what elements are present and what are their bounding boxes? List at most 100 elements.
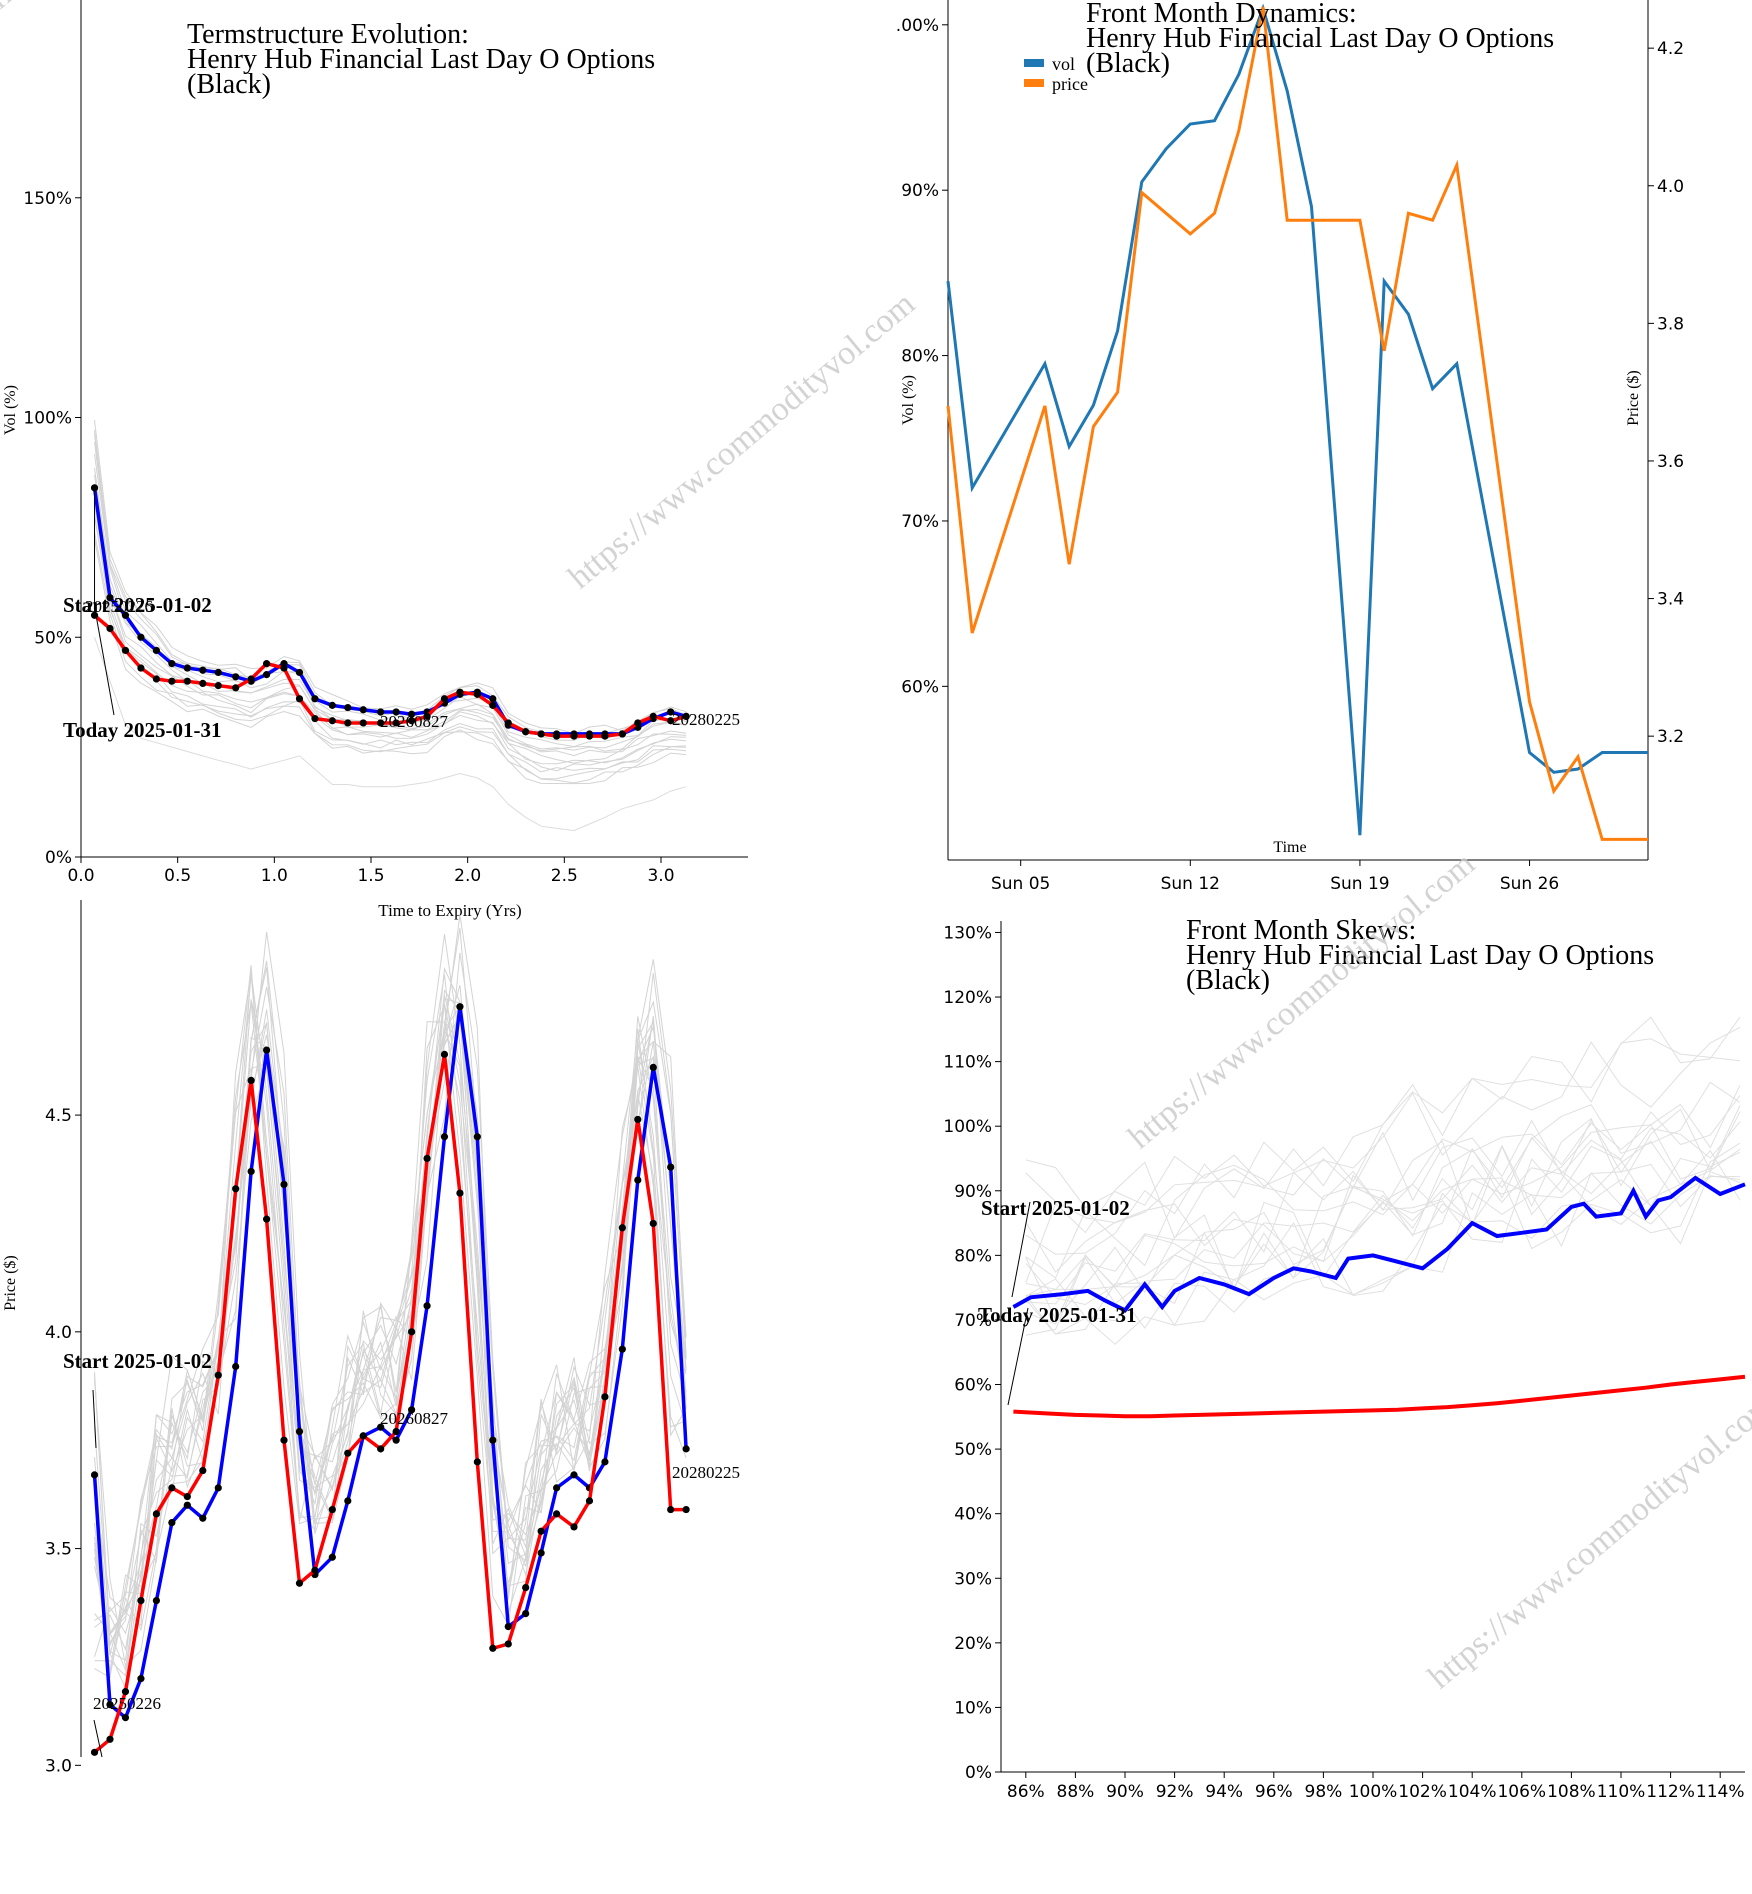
legend-label: vol [1052,54,1075,74]
history-line [94,503,687,772]
right-contract-label: 20280225 [672,1463,740,1482]
series-line-vol [946,3,1648,836]
series-point [408,1328,416,1336]
series-point [90,611,99,619]
series-point [168,660,176,668]
series-point [121,611,130,619]
mid-contract-label: 20260827 [380,712,449,731]
series-point [263,1215,271,1223]
x-tick-label: 110% [1597,1782,1646,1802]
series-point [214,682,222,690]
watermark-text: https://www.commodityvol.com [561,285,922,596]
series-point [522,1583,530,1592]
series-point [214,1371,222,1379]
series-point [667,717,675,725]
history-line [94,1003,687,1614]
series-point [618,1345,626,1353]
series-point [137,633,145,641]
today-annotation: Today 2025-01-31 [63,718,222,742]
today-annotation: Today 2025-01-31 [978,1303,1137,1327]
series-point [168,677,176,685]
series-point [328,1553,336,1561]
series-point [440,1050,449,1058]
series-point [522,1609,530,1618]
chart-title: (Black) [1186,965,1270,996]
series-point [682,1445,690,1453]
series-point [601,1458,609,1466]
series-point [106,1701,114,1709]
x-axis-title: Time [1273,839,1306,856]
y-tick-label: 3.0 [45,1756,72,1776]
series-point [667,708,675,716]
x-tick-label: 2.0 [454,866,481,886]
series-point [553,732,561,740]
x-tick-label: 2.5 [551,866,578,886]
series-point [489,1644,497,1652]
x-tick-label: 96% [1255,1782,1293,1802]
history-line [1025,1081,1741,1291]
series-point [263,671,271,679]
x-axis-title: Time to Expiry (Yrs) [378,901,521,920]
x-tick-label: 104% [1448,1782,1497,1802]
chart-title: (Black) [187,69,271,100]
series-point [537,1527,545,1535]
x-tick-label: Sun 19 [1330,874,1389,894]
x-tick-label: 94% [1205,1782,1243,1802]
series-point [168,1518,176,1527]
series-point [634,1176,642,1184]
legend-label: price [1052,74,1088,94]
series-point [328,701,336,709]
series-point [280,664,288,672]
left-contract-label: 20250226 [93,1694,161,1713]
chart-title: (Black) [1086,48,1170,79]
series-point [247,675,255,683]
series-point [106,1735,114,1743]
y-axis-title: Price ($) [2,1255,19,1311]
x-tick-label: 1.5 [357,866,384,886]
y-tick-label: 70% [901,512,939,532]
series-point [634,1115,642,1124]
series-point [199,666,207,674]
series-point [618,730,626,738]
series-point [392,708,400,716]
y-tick-label: 90% [954,1182,992,1202]
series-point [311,695,319,703]
forward-curve-chart: 3.0 3.5 4.0 4.5 Price ($) Start 2025-01-02 202… [2,900,740,1776]
series-line [1012,1175,1746,1313]
x-tick-label: 3.0 [647,866,674,886]
series-point [522,728,530,736]
series-point [570,1471,578,1479]
history-line [94,515,687,780]
series-point [473,1458,481,1466]
series-line [93,1054,687,1754]
series-point [280,1180,288,1189]
y-tick-label: 80% [954,1246,992,1266]
history-line [1025,1119,1741,1305]
series-point [667,1163,675,1171]
history-line [94,1009,687,1676]
series-point [344,703,352,712]
y-tick-label-right: 4.2 [1657,39,1684,59]
series-point [232,1185,240,1193]
history-line [1025,1171,1741,1329]
series-point [344,719,352,727]
x-tick-label: 112% [1646,1782,1695,1802]
right-contract-label: 20280225 [672,710,740,729]
start-annotation: Start 2025-01-02 [63,1349,212,1373]
y-tick-label: 40% [954,1505,992,1525]
series-point [183,1492,191,1501]
series-point [504,719,512,727]
chart-title: Front Month Dynamics: [1086,0,1357,29]
series-point [137,1596,145,1605]
y-tick-label: 80% [901,347,939,367]
chart-title: Front Month Skews: [1186,915,1416,946]
history-line [94,514,687,773]
series-point [183,664,191,672]
series-point [295,668,304,677]
series-point [473,1133,481,1141]
history-line [94,1028,687,1644]
series-point [106,594,114,602]
series-point [344,1449,352,1457]
history-line [94,973,687,1651]
series-point [137,664,145,672]
